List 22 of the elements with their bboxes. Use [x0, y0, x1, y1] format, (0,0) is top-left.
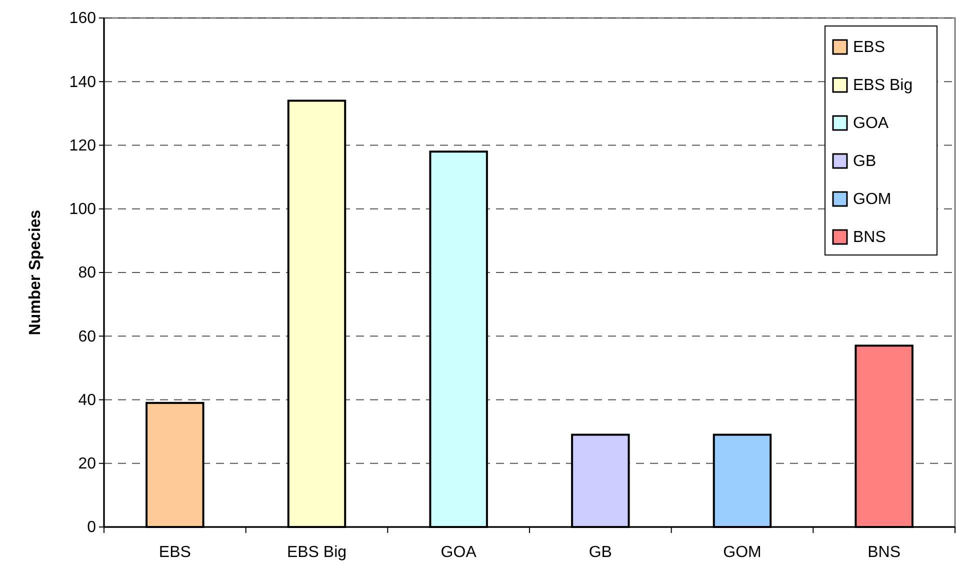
- x-tick-label: GOM: [723, 544, 762, 561]
- y-tick-label: 40: [78, 392, 96, 409]
- legend-label: EBS Big: [853, 77, 913, 94]
- legend-label: BNS: [853, 229, 886, 246]
- legend-label: GOA: [853, 115, 889, 132]
- y-tick-label: 100: [69, 200, 96, 218]
- y-tick-label: 120: [69, 137, 96, 154]
- y-tick-label: 60: [78, 328, 96, 346]
- legend-label: GOM: [853, 191, 892, 208]
- legend-label: GB: [853, 153, 876, 170]
- y-tick-label: 140: [69, 74, 96, 91]
- x-tick-label: EBS: [158, 544, 191, 561]
- x-tick-label: EBS Big: [286, 544, 347, 561]
- legend-label: EBS: [853, 39, 886, 56]
- y-tick-label: 80: [78, 264, 96, 282]
- y-tick-label: 0: [87, 519, 96, 536]
- x-tick-label: GOA: [440, 544, 477, 561]
- x-tick-label: GB: [588, 544, 612, 561]
- x-tick-label: BNS: [868, 544, 901, 561]
- y-tick-label: 160: [69, 10, 96, 28]
- y-axis-title: Number Species: [27, 210, 44, 336]
- y-tick-label: 20: [78, 455, 96, 472]
